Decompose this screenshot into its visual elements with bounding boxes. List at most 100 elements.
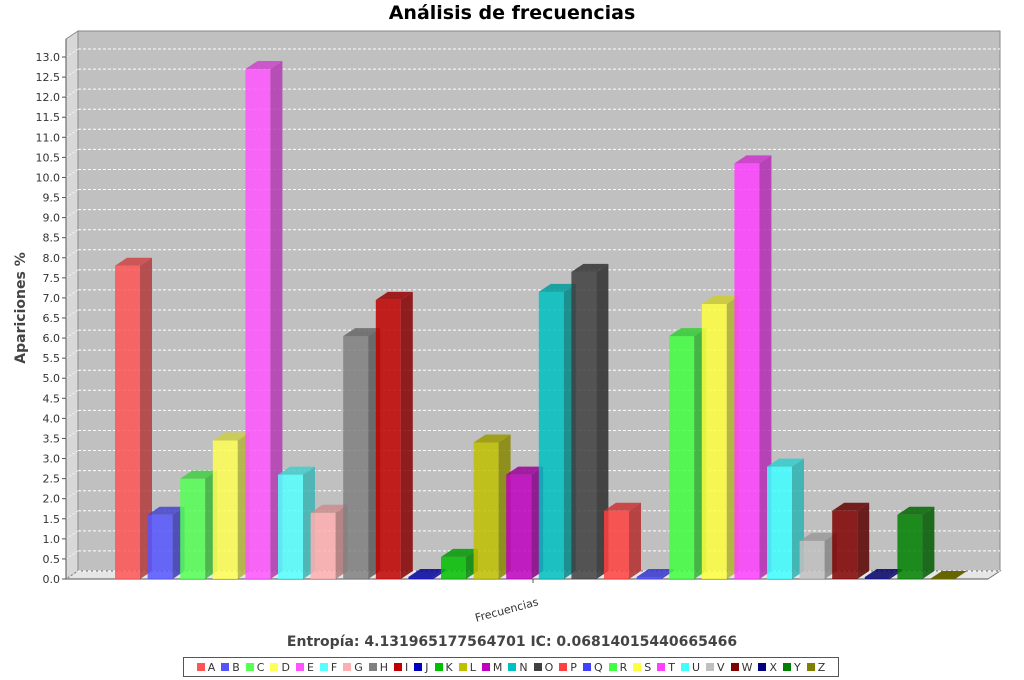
legend-swatch xyxy=(196,663,205,671)
legend-swatch xyxy=(582,663,591,671)
legend-item-L: L xyxy=(458,660,476,674)
y-tick-label: 7.0 xyxy=(43,292,61,305)
legend-label: T xyxy=(668,660,675,674)
y-tick-label: 8.0 xyxy=(43,252,61,265)
legend-swatch xyxy=(319,663,328,671)
bar-G xyxy=(310,512,336,579)
bar-top-O xyxy=(571,263,609,272)
gridline-side xyxy=(65,269,79,279)
legend-item-C: C xyxy=(245,661,264,674)
bar-U xyxy=(767,466,792,579)
bar-Q xyxy=(636,576,662,579)
legend-swatch xyxy=(458,663,467,671)
bar-K xyxy=(441,556,466,579)
bar-top-B xyxy=(147,506,185,515)
y-tick-label: 6.0 xyxy=(43,332,61,345)
bar-S xyxy=(701,303,727,579)
bar-top-S xyxy=(701,295,739,304)
bar-top-G xyxy=(310,504,348,513)
bar-top-R xyxy=(669,328,707,337)
legend-swatch xyxy=(706,663,715,671)
legend-swatch xyxy=(533,663,542,671)
gridline-side xyxy=(65,410,79,419)
legend-item-F: F xyxy=(319,661,337,674)
legend-label: R xyxy=(619,660,628,674)
y-tick-label: 5.0 xyxy=(43,372,61,385)
y-tick-label: 7.5 xyxy=(43,272,61,285)
legend-label: E xyxy=(306,660,314,674)
gridline-side xyxy=(65,570,79,580)
bar-top-E xyxy=(245,61,283,70)
legend-label: Z xyxy=(817,660,826,674)
gridline-side xyxy=(65,369,79,379)
chart-subtitle: Entropía: 4.131965177564701 IC: 0.068140… xyxy=(286,634,738,650)
legend-label: W xyxy=(741,660,753,674)
y-tick-label: 3.0 xyxy=(43,453,61,466)
bar-top-V xyxy=(799,532,837,541)
legend-label: G xyxy=(354,660,363,674)
legend-item-U: U xyxy=(680,660,701,674)
gridline-side xyxy=(65,329,79,339)
legend-label: D xyxy=(281,660,290,674)
bar-R xyxy=(669,336,695,579)
bar-O xyxy=(571,271,597,579)
legend-swatch xyxy=(368,663,377,671)
bar-side-I xyxy=(400,291,413,579)
legend-label: K xyxy=(445,660,453,674)
bar-top-A xyxy=(115,257,152,266)
gridline-side xyxy=(65,309,79,319)
bar-side-P xyxy=(629,502,641,579)
bar-side-Y xyxy=(922,506,935,579)
legend-label: I xyxy=(405,660,409,674)
legend-item-S: S xyxy=(633,661,651,674)
bar-top-F xyxy=(278,466,315,475)
bar-F xyxy=(278,474,303,579)
y-tick-label: 11.5 xyxy=(36,111,61,124)
legend-label: B xyxy=(232,660,240,674)
gridline-side xyxy=(65,389,79,399)
y-tick-label: 12.0 xyxy=(36,91,61,104)
y-tick-label: 1.0 xyxy=(43,533,61,546)
y-tick-label: 3.5 xyxy=(43,432,61,445)
legend-item-M: M xyxy=(481,661,502,674)
y-tick-label: 2.5 xyxy=(43,473,61,486)
legend-swatch xyxy=(657,663,666,671)
legend-item-N: N xyxy=(508,660,528,674)
legend-swatch xyxy=(481,663,490,671)
legend-swatch xyxy=(608,663,617,671)
legend-label: N xyxy=(519,660,528,674)
legend-swatch xyxy=(394,663,403,671)
bar-B xyxy=(147,514,173,579)
legend-swatch xyxy=(806,663,815,671)
y-tick-label: 13.0 xyxy=(36,51,61,64)
gridline-side xyxy=(65,490,79,500)
bar-I xyxy=(375,299,401,579)
bar-A xyxy=(115,265,140,579)
y-tick-label: 8.5 xyxy=(43,232,61,245)
gridline-side xyxy=(65,149,79,158)
gridline-side xyxy=(65,530,79,540)
bar-D xyxy=(212,440,238,579)
legend-swatch xyxy=(270,663,279,671)
legend-label: H xyxy=(379,660,389,674)
legend-swatch xyxy=(758,663,767,671)
legend-swatch xyxy=(508,663,517,671)
gridline-side xyxy=(65,349,79,359)
legend-item-G: G xyxy=(343,661,363,674)
legend-label: U xyxy=(691,660,701,674)
bar-Z xyxy=(930,571,967,579)
bar-side-O xyxy=(596,263,609,579)
legend-label: V xyxy=(717,660,725,674)
bar-W xyxy=(832,510,858,579)
gridline-side xyxy=(65,229,79,239)
legend-item-J: J xyxy=(414,661,429,674)
gridline-side xyxy=(65,550,79,560)
legend-item-D: D xyxy=(270,660,290,674)
y-tick-label: 6.5 xyxy=(43,312,61,325)
bar-top-L xyxy=(473,434,511,443)
legend: A B C D E F G H I J K L M N O P Q R S T U V W X Y Z xyxy=(183,657,839,677)
legend-label: L xyxy=(469,660,476,674)
y-axis-label: Apariciones % xyxy=(13,252,29,363)
plot-left-wall xyxy=(65,30,79,580)
